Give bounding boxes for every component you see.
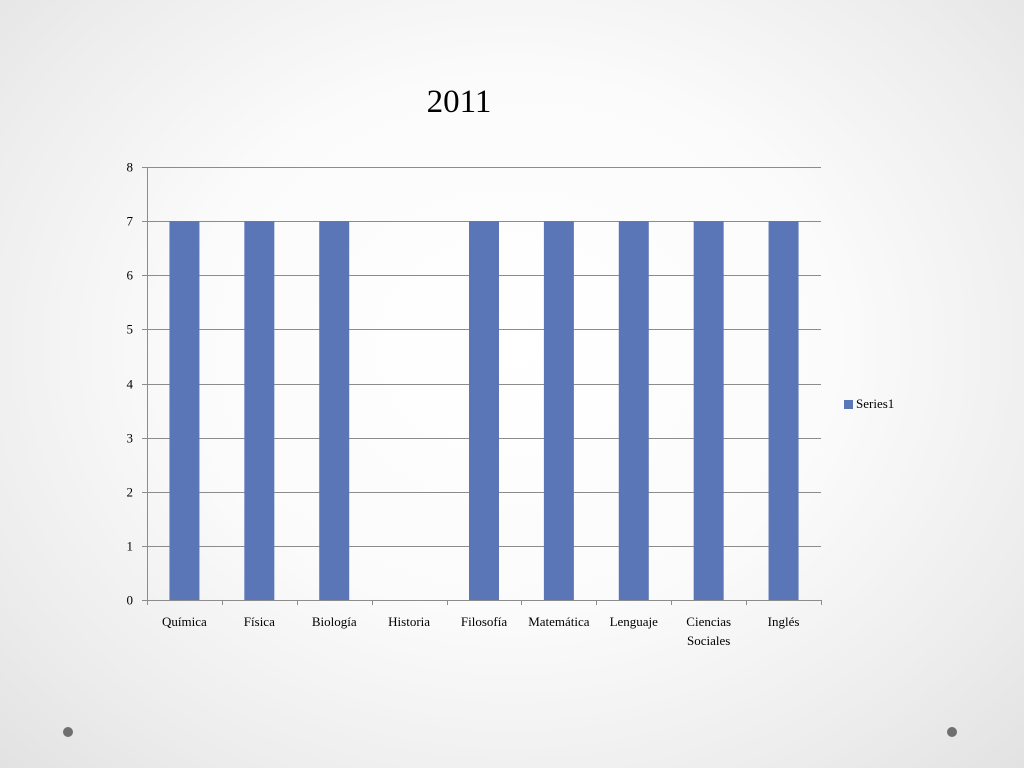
y-tick-label-7: 7 bbox=[127, 214, 134, 229]
x-tick-label-7: Ciencias Sociales bbox=[686, 614, 731, 648]
y-tick-label-8: 8 bbox=[127, 160, 134, 175]
y-tick-label-0: 0 bbox=[127, 593, 134, 608]
y-tick-label-1: 1 bbox=[127, 539, 134, 554]
legend-label: Series1 bbox=[856, 396, 895, 411]
nav-dot-left bbox=[63, 727, 73, 737]
y-tick-label-2: 2 bbox=[127, 485, 134, 500]
nav-dot-right bbox=[947, 727, 957, 737]
x-tick-label-3: Historia bbox=[388, 614, 430, 629]
bar-6 bbox=[618, 221, 649, 600]
legend: Series1 bbox=[844, 396, 894, 412]
x-tick-label-4: Filosofía bbox=[461, 614, 507, 629]
y-tick-label-5: 5 bbox=[127, 322, 134, 337]
x-tick-label-2: Biología bbox=[312, 614, 357, 629]
x-tick-label-6: Lenguaje bbox=[610, 614, 659, 629]
y-tick-label-3: 3 bbox=[127, 431, 134, 446]
bar-8 bbox=[768, 221, 799, 600]
x-tick-label-5: Matemática bbox=[528, 614, 590, 629]
y-tick-label-6: 6 bbox=[127, 268, 134, 283]
y-tick-label-4: 4 bbox=[127, 377, 134, 392]
bar-2 bbox=[319, 221, 350, 600]
x-tick-label-0: Química bbox=[162, 614, 207, 629]
x-tick-label-1: Física bbox=[244, 614, 275, 629]
bar-0 bbox=[169, 221, 200, 600]
bar-7 bbox=[693, 221, 724, 600]
bar-1 bbox=[244, 221, 275, 600]
chart-title: 2011 bbox=[426, 84, 492, 120]
bar-4 bbox=[469, 221, 499, 600]
legend-swatch bbox=[844, 399, 853, 409]
x-tick-label-8: Inglés bbox=[768, 614, 800, 629]
bar-5 bbox=[543, 221, 574, 600]
